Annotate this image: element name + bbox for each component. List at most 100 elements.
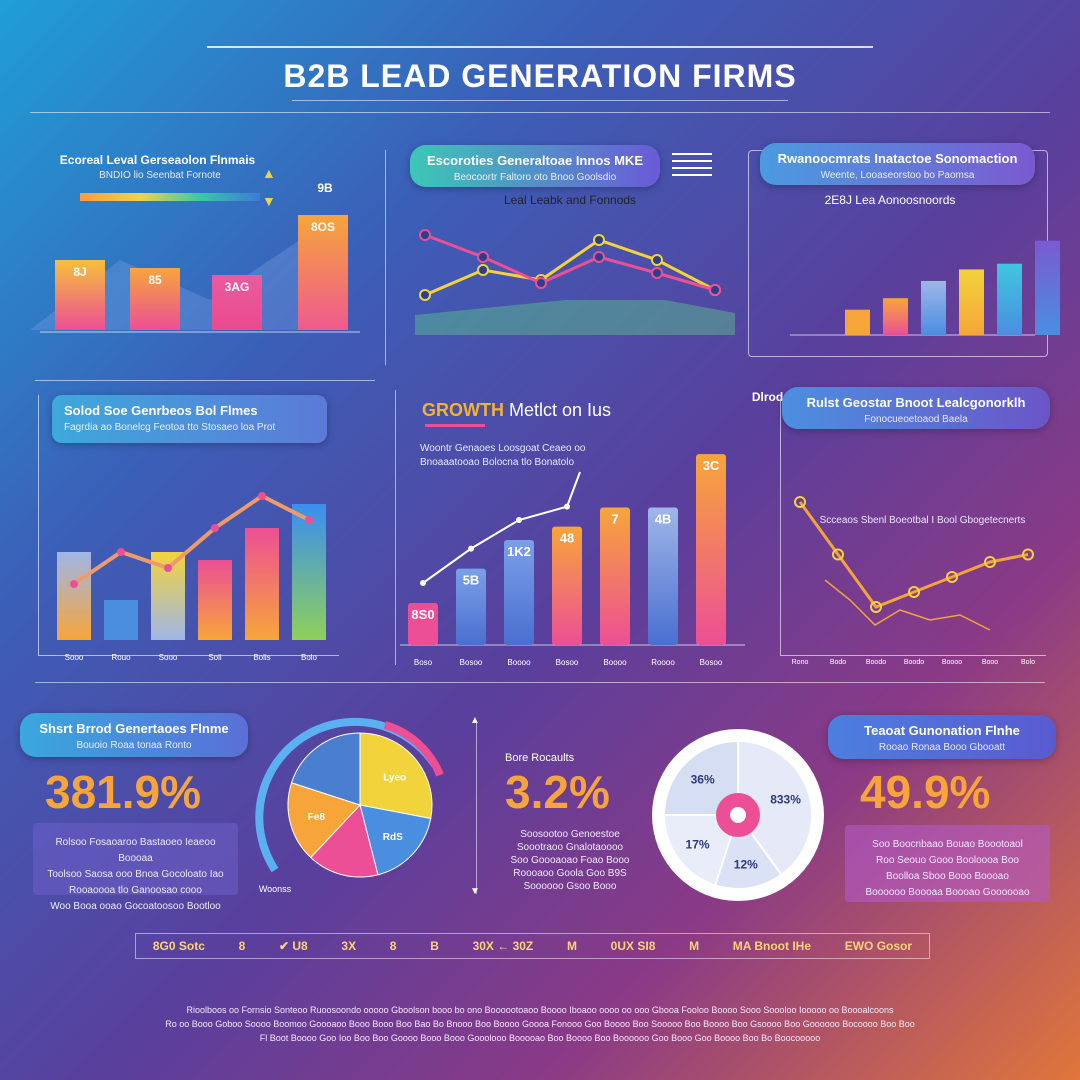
- p2-point: [593, 251, 605, 263]
- donut-chart: 833% 12% 17% 36%: [652, 729, 824, 901]
- p2-point: [535, 277, 547, 289]
- p5-bar: [408, 603, 438, 645]
- p5-bar-label: 7: [611, 512, 618, 527]
- kpi-pie-arrow: [383, 721, 444, 777]
- p4-bar: [198, 560, 232, 640]
- p1-bar-label: 3AG: [225, 280, 250, 294]
- p1-subtitle: BNDIO lio Seenbat Fornote: [99, 170, 221, 181]
- ticker-item: MA Bnoot IHe: [732, 939, 811, 953]
- p3-bar: [845, 309, 870, 335]
- p6-point: [832, 548, 844, 561]
- p4-trend-point: [117, 548, 125, 556]
- p5-growth-point: [468, 545, 474, 552]
- p6-tick-label: Boodo: [904, 659, 924, 666]
- p2-point: [419, 289, 431, 301]
- p4-bar: [245, 528, 279, 640]
- donut-center-hole: [730, 807, 746, 823]
- p5-bar-label: 1K2: [507, 544, 531, 559]
- p1-arrow-icon: ▲ ▼: [262, 165, 276, 209]
- p3-bar: [921, 280, 946, 335]
- p4-tick-label: Rouo: [111, 653, 131, 662]
- p3-subtitle: Weente, Looaseorstoo bo Paomsa: [820, 170, 975, 181]
- section-rule-3: [35, 682, 1045, 683]
- title-rule-bottom: [292, 100, 788, 101]
- donut-slice: [662, 814, 740, 887]
- p5-title-accent: GROWTH: [422, 400, 504, 420]
- kpi3-note: Soo Boocnbaao Bouao Boootoaol Roo Seouo G…: [845, 825, 1050, 902]
- p2-series-line: [424, 238, 716, 297]
- divider-v2: [395, 390, 396, 665]
- p2-title: Escoroties Generaltoae Innos MKE: [426, 153, 643, 168]
- kpi-note-line: Soootraoo Gnalotaoooo: [516, 842, 624, 853]
- p3-chart: [790, 240, 1060, 336]
- kpi-note-line: Roo Seouo Gooo Booloooa Boo: [876, 855, 1019, 866]
- kpi3-subtitle: Rooao Ronaa Booo Gbooatt: [878, 742, 1006, 753]
- p5-bar: [648, 507, 678, 645]
- p5-bar-label: 5B: [463, 573, 480, 588]
- p2-subtitle: Beocoortr Faltoro oto Bnoo Goolsdio: [453, 172, 617, 183]
- p2-point: [593, 234, 605, 246]
- p6-point: [794, 496, 806, 508]
- kpi-note-line: Soosootoo Genoestoe: [520, 829, 620, 840]
- kpi2-value: 3.2%: [505, 766, 610, 818]
- section-rule-2: [35, 380, 375, 381]
- kpi-note-line: Boooooo Boooaa Boooao Goooooao: [865, 887, 1030, 898]
- kpi-pie-slice: [287, 782, 361, 859]
- p5-title: GROWTH Metlct on Ius: [422, 400, 682, 421]
- p4-bar: [292, 504, 326, 640]
- p1-progress-bar: [80, 193, 260, 201]
- ticker-item: B: [430, 939, 439, 953]
- kpi-note-line: Roooaoo Goola Goo B9S: [513, 868, 627, 879]
- kpi1-note: Rolsoo Fosaoaroo Bastaoeo Ieaeoo Boooaa T…: [33, 823, 238, 912]
- p1-bar: [212, 275, 262, 330]
- p5-tick-label: Bosoo: [460, 658, 483, 667]
- kpi-pie-label: Lyeo: [383, 772, 406, 783]
- kpi1-subtitle: Bouoio Roaa tonaa Ronto: [76, 740, 192, 751]
- p5-bar: [456, 568, 486, 645]
- donut-label: 17%: [686, 837, 710, 851]
- footer-line: Rioolboos oo Fornsio Sonteoo Ruoosoondo …: [186, 1005, 894, 1015]
- p5-bar-label: 48: [560, 531, 574, 546]
- divider-v3-arrow-down: ▼: [470, 886, 480, 897]
- p2-series-line: [424, 233, 716, 292]
- donut-label: 36%: [691, 773, 715, 787]
- p2-point: [419, 229, 431, 241]
- p6-point: [908, 586, 920, 598]
- p4-tick-label: Bolis: [253, 653, 270, 662]
- kpi-pie-slice: [359, 804, 432, 876]
- p6-tick-label: Rono: [792, 659, 809, 666]
- ticker-item: 0UX SI8: [610, 939, 656, 953]
- kpi-note-line: Boolloa Sboo Booo Boooao: [886, 871, 1009, 882]
- p3-chart-title: 2E8J Lea Aonoosnoords: [824, 193, 956, 207]
- kpi2-title: Bore Rocaults: [505, 752, 575, 764]
- p6-tick-label: Bolo: [1021, 659, 1035, 666]
- p6-frame: [780, 400, 1046, 656]
- p4-bar: [104, 600, 138, 640]
- p5-growth-point: [564, 503, 570, 510]
- ticker-item: 3X: [341, 939, 357, 953]
- p1-chart: 8J 85 3AG 8OS 9B: [30, 181, 360, 333]
- ticker-item: EWO Gosor: [844, 939, 913, 953]
- p5-bar: [696, 454, 726, 645]
- p5-growth-point: [516, 517, 522, 523]
- p1-bar: [298, 215, 348, 330]
- p5-bar: [600, 507, 630, 645]
- kpi-note-line: Woo Booa ooao Gocoatoosoo Bootloo: [50, 901, 221, 912]
- kpi-note-line: Rooaoooa tlo Ganoosao cooo: [69, 885, 202, 896]
- p6-title: Rulst Geostar Bnoot Lealcgonorklh: [806, 395, 1026, 410]
- p4-trend-point: [211, 524, 219, 532]
- kpi-note-line: Toolsoo Saosa ooo Bnoa Gocoloato Iao: [47, 869, 224, 880]
- ticker-bar: 8G0 Sotc 8 ✔ U8 3X 8 B 30X ← 30Z M 0UX SI8 M MA Bn…: [135, 933, 930, 959]
- kpi-pie-label: RdS: [383, 832, 403, 843]
- p4-trend-point: [164, 564, 172, 572]
- p2-chart-title: Leal Leabk and Fonnods: [503, 193, 637, 207]
- p4-chart: Sooo Rouo Sooo Soli Bolis Bolo: [57, 492, 326, 662]
- p4-frame: [38, 395, 339, 656]
- kpi-note-line: Soo Boocnbaao Bouao Boootoaol: [872, 839, 1023, 850]
- p5-tick-label: Bosoo: [556, 658, 579, 667]
- p4-tick-label: Bolo: [301, 653, 318, 662]
- ticker-item: 30X ← 30Z: [472, 939, 534, 953]
- p6-point: [1022, 548, 1034, 561]
- p6-tick-label: Bodo: [830, 659, 846, 666]
- kpi-note-line: Soooooo Gsoo Booo: [523, 881, 617, 892]
